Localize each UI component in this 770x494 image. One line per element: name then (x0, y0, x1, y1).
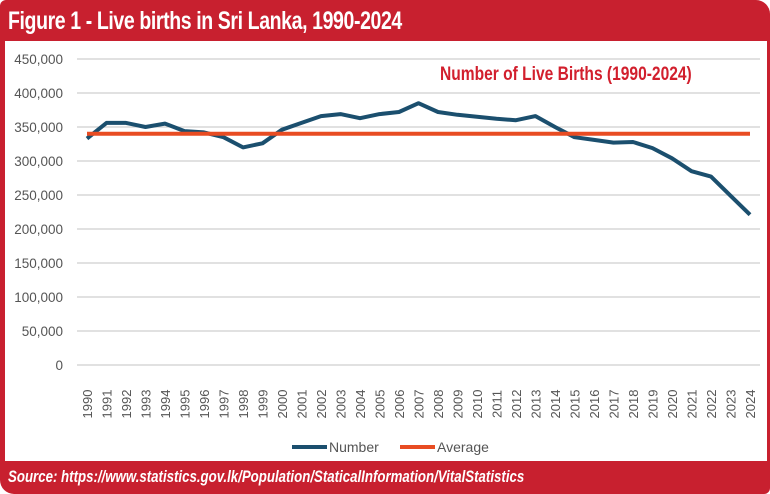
x-tick-label: 1999 (256, 390, 271, 419)
y-axis-ticks: 0 50,000 100,000 150,000 200,000 250,000 300,0… (14, 52, 63, 373)
x-axis-ticks: 1990 1991 1992 1993 1994 1995 1996 1997 1998 1999… (80, 390, 758, 419)
source-caption: Source: https://www.statistics.gov.lk/Po… (8, 467, 525, 486)
x-tick-label: 1990 (80, 390, 95, 419)
legend-label-number: Number (329, 439, 379, 455)
y-tick-label: 450,000 (14, 52, 63, 67)
x-tick-label: 2004 (353, 390, 368, 419)
x-tick-label: 2019 (646, 390, 661, 419)
x-tick-label: 2010 (470, 390, 485, 419)
series-line-number (85, 101, 752, 217)
x-tick-label: 1994 (158, 390, 173, 419)
x-tick-label: 2008 (431, 390, 446, 419)
x-tick-label: 1992 (119, 390, 134, 419)
chart-annotation: Number of Live Births (1990-2024) (440, 63, 692, 85)
legend-label-average: Average (437, 439, 489, 455)
x-tick-label: 2005 (373, 390, 388, 419)
x-tick-label: 1998 (236, 390, 251, 419)
y-tick-label: 400,000 (14, 86, 63, 101)
chart-panel (5, 41, 767, 461)
x-tick-label: 2009 (451, 390, 466, 419)
x-tick-label: 2016 (587, 390, 602, 419)
x-tick-label: 2020 (665, 390, 680, 419)
y-tick-label: 200,000 (14, 222, 63, 237)
x-tick-label: 2023 (724, 390, 739, 419)
x-tick-label: 2000 (275, 390, 290, 419)
x-tick-label: 2007 (412, 390, 427, 419)
x-tick-label: 2014 (548, 390, 563, 419)
x-tick-label: 2017 (607, 390, 622, 419)
y-tick-label: 350,000 (14, 120, 63, 135)
x-tick-label: 2018 (626, 390, 641, 419)
y-tick-label: 50,000 (22, 324, 63, 339)
x-tick-label: 2013 (529, 390, 544, 419)
figure-title: Figure 1 - Live births in Sri Lanka, 199… (8, 7, 402, 35)
x-tick-label: 1993 (139, 390, 154, 419)
x-tick-label: 1995 (178, 390, 193, 419)
x-tick-label: 1997 (217, 390, 232, 419)
x-tick-label: 2006 (392, 390, 407, 419)
x-tick-label: 1991 (100, 390, 115, 419)
series-lines (85, 101, 752, 217)
y-tick-label: 0 (55, 358, 63, 373)
x-tick-label: 2003 (334, 390, 349, 419)
x-tick-label: 2015 (568, 390, 583, 419)
gridlines (77, 58, 760, 366)
x-tick-label: 2024 (743, 390, 758, 419)
x-tick-label: 2011 (490, 390, 505, 418)
y-tick-label: 150,000 (14, 256, 63, 271)
legend: Number Average (292, 439, 489, 455)
x-tick-label: 2002 (314, 390, 329, 419)
y-tick-label: 250,000 (14, 188, 63, 203)
x-tick-label: 2022 (704, 390, 719, 419)
x-tick-label: 2012 (509, 390, 524, 419)
y-tick-label: 100,000 (14, 290, 63, 305)
y-tick-label: 300,000 (14, 154, 63, 169)
x-tick-label: 2021 (685, 390, 700, 419)
x-tick-label: 2001 (295, 390, 310, 419)
x-tick-label: 1996 (197, 390, 212, 419)
